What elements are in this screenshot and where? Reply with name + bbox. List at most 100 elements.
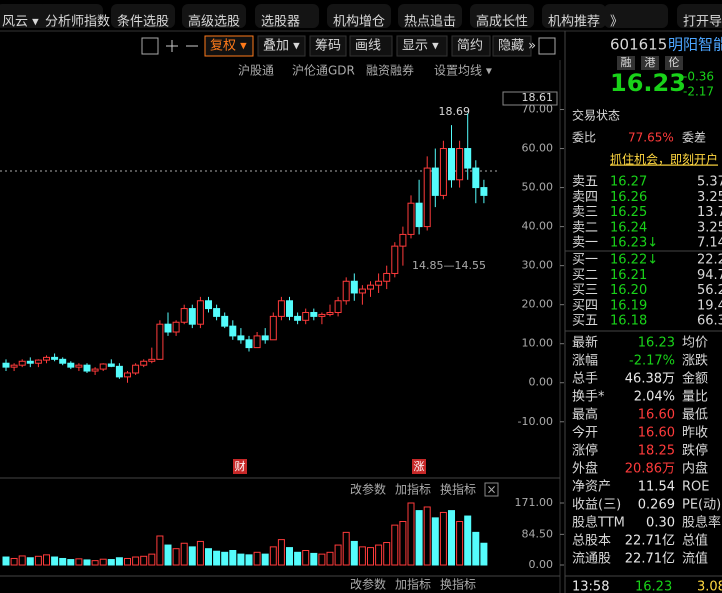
candle-body [391,245,399,274]
y-tick-label: 20.00 [522,298,554,311]
chart-tab[interactable]: 沪股通 [238,64,274,78]
menu-item[interactable]: 打开导 [683,15,722,30]
toolbar-label[interactable]: 复权 ▾ [210,38,247,54]
candle-body [164,323,172,333]
menu-tab[interactable] [111,4,175,28]
stat-value: 0.269 [638,498,675,513]
row-price: 16.20 [610,283,647,298]
volume-bar [448,510,455,566]
event-box[interactable] [412,459,426,474]
volume-bar [480,542,488,566]
menu-item[interactable]: 热点追击 [404,14,456,30]
toolbar-button[interactable] [492,35,532,57]
volume-bar [172,548,180,566]
chart-tab[interactable]: 融资融券 [366,63,414,78]
row-volume: 56.2 [697,283,722,298]
stat-value: 22.71亿 [625,534,675,549]
promo-link[interactable]: 抓住机会，即刻开户 [610,152,718,167]
volume-bar [367,547,374,566]
indicator-button[interactable]: 改参数 [350,577,386,592]
toolbar-icons[interactable] [141,37,556,55]
stat-label: 外盘 [572,461,598,477]
menu-tab[interactable] [677,4,722,28]
candle-body [350,280,358,294]
toolbar-button[interactable] [451,35,491,57]
volume-bar [472,531,480,566]
menu-tab[interactable] [327,4,391,28]
lock-icon[interactable] [141,37,159,55]
stat-label: 股息率 [682,515,721,531]
chart-tab[interactable]: 沪伦通GDR [292,63,355,78]
row-label: 买一 [572,253,598,268]
menu-item[interactable]: 高级选股 [188,14,240,30]
toolbar-button[interactable] [349,35,393,57]
toolbar-label[interactable]: 隐藏 » [498,39,536,54]
event-label[interactable]: 涨 [414,460,425,473]
menu-item[interactable]: 机构推荐 [548,15,600,30]
volume-bar [75,558,83,566]
chart-tab[interactable]: 设置均线 ▾ [434,64,492,78]
menu-tab[interactable] [604,4,668,28]
close-box[interactable] [484,482,499,497]
stat-label: ROE [682,480,709,495]
indicator-button[interactable]: 加指标 [395,482,431,497]
menu-tab[interactable] [398,4,462,28]
menu-item[interactable]: 条件选股 [117,14,169,30]
stat-value: 16.23 [638,336,675,351]
toolbar-label[interactable]: 简约 [457,38,483,54]
toolbar-label[interactable]: 显示 ▾ [402,39,439,54]
volume-bar [132,556,140,566]
menu-item[interactable]: 机构增仓 [333,15,385,30]
toolbar-button[interactable] [204,35,254,57]
candle-body [415,202,423,228]
toolbar-label[interactable]: 画线 [355,39,381,54]
volume-bar [107,559,115,566]
badge [641,56,659,70]
stat-label: 最高 [572,407,598,423]
row-price: 16.25 [610,205,647,220]
volume-bar [326,551,334,566]
row-volume: 7.14 [697,236,722,251]
menu-item[interactable]: 分析师指数 [45,15,110,30]
stat-label: 涨跌 [682,353,708,369]
candle-body [261,335,269,341]
event-box[interactable] [233,459,247,474]
toolbar-label[interactable]: 叠加 ▾ [263,39,300,54]
toolbar-label[interactable]: 筹码 [315,38,341,54]
indicator-button[interactable]: 换指标 [440,482,476,497]
candle-body [140,360,148,366]
status-title: 交易状态 [572,108,620,123]
fullscreen-icon[interactable] [538,37,556,55]
stat-label: 总值 [682,533,708,549]
menu-tab[interactable] [255,4,319,28]
stock-price: 16.23 [610,69,686,97]
toolbar-button[interactable] [257,35,306,57]
menu-tab[interactable] [542,4,606,28]
event-label[interactable]: 财 [235,459,246,473]
toolbar-button[interactable] [309,35,347,57]
toolbar-button[interactable] [396,35,448,57]
indicator-button[interactable]: 换指标 [440,577,476,592]
menu-tab[interactable] [39,4,103,28]
menu-tab[interactable] [182,4,246,28]
candle-body [342,280,350,302]
indicator-button[interactable]: 加指标 [395,577,431,592]
stat-label: 昨收 [682,426,708,441]
badge [617,56,635,70]
indicator-button[interactable]: 改参数 [350,482,386,497]
volume-bar [124,557,131,566]
menu-item[interactable]: 选股器 [261,15,300,30]
ratio-label: 委差 [682,131,706,145]
menu-item[interactable]: 》 [610,15,623,30]
zoom-in-icon[interactable] [166,40,178,52]
menu-item[interactable]: 高成长性 [476,14,528,30]
menu-tab[interactable] [470,4,534,28]
stat-value: 46.38万 [625,372,675,387]
close-button[interactable]: × [486,483,496,497]
stat-label: 净资产 [572,480,611,495]
candle-body [456,148,464,181]
stat-label: 最低 [682,408,708,423]
menu-item[interactable]: 风云 ▾ [2,15,39,30]
